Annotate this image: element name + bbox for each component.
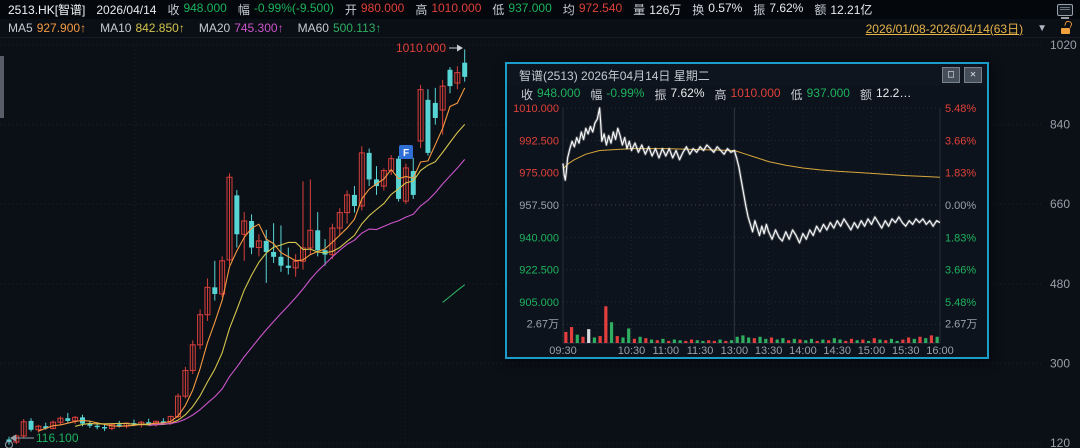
ma20-line [148, 159, 466, 427]
svg-text:5.48%: 5.48% [945, 297, 976, 309]
quote-bar: 2513.HK[智谱] 2026/04/14 收 948.000 幅 -0.99%(-… [0, 0, 1080, 19]
unlock-icon[interactable] [1061, 19, 1073, 35]
svg-text:1020: 1020 [1050, 38, 1077, 52]
daily-candlestick-chart[interactable]: 1020 840 660 480 300 120 1010.000 116.100 F [0, 38, 1080, 448]
svg-text:922.500: 922.500 [519, 265, 559, 277]
ma5-line [38, 87, 466, 432]
monitor-icon[interactable] [1057, 3, 1073, 19]
svg-text:0.00%: 0.00% [945, 200, 976, 212]
intraday-stats: 收 948.000 幅 -0.99% 振 7.62% 高 1010.000 低 937.000 额 1… [507, 86, 987, 102]
svg-text:15:00: 15:00 [858, 345, 886, 357]
quote-field: 振 7.62% [753, 1, 804, 17]
maximize-icon[interactable]: □ [942, 67, 960, 83]
svg-text:2.67万: 2.67万 [945, 319, 977, 331]
ma-item: MA10 842.850↑ [100, 21, 185, 35]
high-annotation: 1010.000 [396, 41, 463, 55]
intraday-stat: 幅 -0.99% [590, 86, 645, 102]
symbol-label: 2513.HK[智谱] [8, 3, 86, 17]
svg-text:120: 120 [1050, 436, 1070, 448]
quote-field: 低 937.000 [492, 1, 552, 17]
inset-grid: 1010.000 5.48% 992.500 3.66% 975.000 1.83% 957… [513, 103, 977, 344]
svg-text:840: 840 [1050, 118, 1070, 132]
svg-text:14:30: 14:30 [823, 345, 851, 357]
intraday-window: 智谱(2513) 2026年04月14日 星期二 □ ✕ 收 948.000 幅 -0… [505, 62, 989, 359]
window-buttons: □ ✕ [942, 67, 982, 83]
svg-text:1.83%: 1.83% [945, 168, 976, 180]
svg-text:3.66%: 3.66% [945, 135, 976, 147]
quote-field: 开 980.000 [344, 1, 405, 17]
svg-text:957.500: 957.500 [519, 200, 559, 212]
svg-text:300: 300 [1050, 356, 1070, 370]
svg-text:5.48%: 5.48% [945, 103, 976, 115]
quote-field: 幅 -0.99%(-9.500) [237, 1, 334, 17]
svg-text:975.000: 975.000 [519, 168, 559, 180]
candles [6, 49, 468, 445]
quote-field: 收 948.000 [167, 1, 227, 17]
avg-price-line [562, 148, 941, 178]
intraday-stat: 低 937.000 [790, 86, 850, 102]
quote-field: 均 972.540 [562, 1, 623, 17]
intraday-window-title: 智谱(2513) 2026年04月14日 星期二 [519, 68, 710, 83]
svg-text:992.500: 992.500 [519, 135, 559, 147]
svg-text:16:00: 16:00 [926, 345, 954, 357]
svg-text:13:00: 13:00 [721, 345, 749, 357]
date-label: 2026/04/14 [96, 2, 157, 17]
intraday-stat: 振 7.62% [654, 86, 705, 102]
svg-text:2.67万: 2.67万 [527, 319, 559, 331]
intraday-stat: 收 948.000 [521, 86, 581, 102]
quote-fields: 收 948.000 幅 -0.99%(-9.500) 开 980.000 高 1010.000… [167, 1, 872, 18]
quote-field: 高 1010.000 [415, 1, 482, 17]
svg-text:905.000: 905.000 [519, 297, 559, 309]
svg-text:11:30: 11:30 [687, 345, 714, 357]
svg-text:14:00: 14:00 [789, 345, 817, 357]
ma-item: MA20 745.300↑ [198, 21, 284, 35]
svg-text:09:30: 09:30 [549, 345, 577, 357]
date-range-selector[interactable]: 2026/01/08-2026/04/14(63日) [865, 21, 1024, 36]
svg-text:940.000: 940.000 [519, 232, 559, 244]
main-grid: 1020 840 660 480 300 120 [0, 38, 1077, 448]
svg-text:11:00: 11:00 [652, 345, 679, 357]
close-icon[interactable]: ✕ [964, 67, 982, 83]
ma10-line [75, 124, 466, 427]
svg-text:116.100: 116.100 [36, 431, 79, 445]
f-event-badge: F [399, 145, 413, 159]
intraday-stat: 额 12.2… [859, 86, 912, 102]
svg-text:15:30: 15:30 [892, 345, 920, 357]
quote-field: 量 126万 [633, 3, 682, 17]
svg-text:3.66%: 3.66% [945, 265, 976, 277]
low-annotation: 116.100 [5, 431, 79, 448]
svg-text:480: 480 [1050, 277, 1070, 291]
svg-text:13:30: 13:30 [755, 345, 783, 357]
svg-text:F: F [403, 148, 409, 159]
intraday-stat: 高 1010.000 [714, 86, 781, 102]
chevron-down-icon[interactable]: ▼ [1037, 22, 1047, 34]
svg-text:660: 660 [1050, 197, 1070, 211]
ma-bar: MA5 927.900↑ MA10 842.850↑ MA20 745.300↑ MA60 5… [0, 19, 1080, 38]
intraday-chart[interactable]: 1010.000 5.48% 992.500 3.66% 975.000 1.83% 957… [507, 102, 987, 357]
svg-text:1010.000: 1010.000 [396, 41, 446, 55]
left-scrollbar-fragment[interactable] [0, 56, 4, 118]
svg-text:1010.000: 1010.000 [513, 103, 559, 115]
ma-item: MA60 500.113↑ [297, 21, 382, 35]
quote-field: 额 12.21亿 [814, 3, 873, 17]
quote-field: 换 0.57% [692, 1, 743, 17]
volume-bars [564, 306, 939, 343]
svg-text:10:30: 10:30 [618, 345, 646, 357]
ma-values: MA5 927.900↑ MA10 842.850↑ MA20 745.300↑ MA60 5… [8, 21, 381, 35]
price-line [562, 107, 941, 244]
intraday-window-titlebar[interactable]: 智谱(2513) 2026年04月14日 星期二 □ ✕ [507, 64, 987, 86]
ma60-line [442, 284, 466, 303]
svg-text:1.83%: 1.83% [945, 232, 976, 244]
ma-item: MA5 927.900↑ [8, 21, 87, 35]
